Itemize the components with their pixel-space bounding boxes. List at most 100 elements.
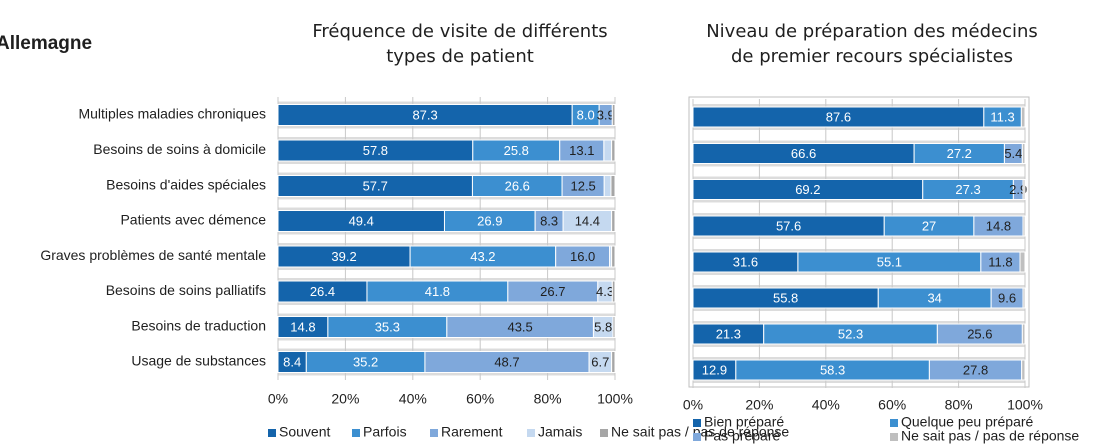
data-label: 13.1 <box>569 143 594 158</box>
data-label: 25.8 <box>504 143 529 158</box>
data-label: 49.4 <box>349 213 374 228</box>
legend-swatch <box>693 433 701 441</box>
data-label: 27 <box>922 218 936 233</box>
legend-swatch <box>600 429 608 437</box>
data-label: 43.2 <box>470 249 495 264</box>
data-label: 35.2 <box>353 354 378 369</box>
x-tick-label: 40% <box>812 397 840 413</box>
data-label: 11.3 <box>990 109 1014 124</box>
data-label: 8.3 <box>540 213 558 228</box>
data-label: 8.4 <box>283 354 301 369</box>
bar-segment <box>610 175 616 197</box>
data-label: 69.2 <box>795 182 820 197</box>
x-tick-label: 0% <box>268 391 288 407</box>
data-label: 14.4 <box>575 213 600 228</box>
x-tick-label: 0% <box>683 397 703 413</box>
data-label: 16.0 <box>570 249 595 264</box>
x-tick-label: 80% <box>534 391 562 407</box>
bar-segment <box>1020 106 1026 128</box>
data-label: 87.3 <box>412 107 437 122</box>
heading: Allemagne <box>0 33 92 54</box>
x-tick-label: 100% <box>1007 397 1043 413</box>
data-label: 87.6 <box>826 109 851 124</box>
bar-segment <box>611 210 616 232</box>
data-label: 14.8 <box>290 319 315 334</box>
bar-segment <box>1022 215 1026 237</box>
bar-segment <box>1021 143 1026 164</box>
legend-label: Quelque peu préparé <box>901 414 1034 430</box>
chart-title: Fréquence de visite de différents <box>312 21 607 42</box>
data-label: 26.6 <box>505 178 530 193</box>
data-label: 12.9 <box>702 362 727 377</box>
data-label: 5.4 <box>1004 146 1022 161</box>
bar-segment <box>1021 323 1026 345</box>
data-label: 31.6 <box>733 254 758 269</box>
category-label: Multiples maladies chroniques <box>78 106 266 122</box>
x-tick-label: 40% <box>399 391 427 407</box>
category-label: Usage de substances <box>131 353 266 369</box>
data-label: 58.3 <box>820 362 845 377</box>
data-label: 4.3 <box>596 284 614 299</box>
data-label: 57.8 <box>363 143 388 158</box>
data-label: 5.8 <box>594 319 612 334</box>
bar-segment <box>612 316 616 338</box>
chart-title: Niveau de préparation des médecins <box>706 21 1038 42</box>
data-label: 55.8 <box>773 290 798 305</box>
x-tick-label: 20% <box>745 397 773 413</box>
data-label: 35.3 <box>375 319 400 334</box>
bar-segment <box>1022 287 1026 309</box>
data-label: 39.2 <box>331 249 356 264</box>
category-label: Patients avec démence <box>120 212 266 228</box>
data-label: 55.1 <box>877 254 902 269</box>
bar-segment <box>611 139 616 162</box>
data-label: 41.8 <box>425 284 450 299</box>
chart-title: de premier recours spécialistes <box>731 46 1013 67</box>
data-label: 11.8 <box>988 254 1012 269</box>
x-tick-label: 60% <box>466 391 494 407</box>
data-label: 27.2 <box>947 146 972 161</box>
data-label: 12.5 <box>570 178 595 193</box>
legend-label: Bien préparé <box>704 414 784 430</box>
legend-label: Ne sait pas / pas de réponse <box>611 424 789 440</box>
legend-swatch <box>430 429 438 437</box>
data-label: 25.6 <box>967 326 992 341</box>
category-label: Graves problèmes de santé mentale <box>40 247 266 263</box>
data-label: 57.7 <box>363 178 388 193</box>
legend-swatch <box>890 433 898 441</box>
data-label: 8.0 <box>577 107 595 122</box>
x-tick-label: 80% <box>945 397 973 413</box>
x-tick-label: 60% <box>878 397 906 413</box>
data-label: 6.7 <box>591 354 609 369</box>
bar-segment <box>1021 359 1026 381</box>
legend-label: Souvent <box>279 424 330 440</box>
x-tick-label: 20% <box>331 391 359 407</box>
data-label: 26.4 <box>310 284 335 299</box>
bar-segment <box>603 175 612 197</box>
data-label: 9.6 <box>998 290 1016 305</box>
category-label: Besoins de soins palliatifs <box>106 282 266 298</box>
legend-swatch <box>693 419 701 427</box>
bar-segment <box>611 280 616 303</box>
data-label: 34 <box>927 290 941 305</box>
legend-swatch <box>352 429 360 437</box>
legend-label: Pas préparé <box>704 428 780 444</box>
data-label: 27.3 <box>955 182 980 197</box>
data-label: 21.3 <box>716 326 741 341</box>
data-label: 14.8 <box>986 218 1011 233</box>
legend-label: Parfois <box>363 424 407 440</box>
category-label: Besoins d'aides spéciales <box>106 177 266 193</box>
data-label: 27.8 <box>963 362 988 377</box>
data-label: 26.7 <box>540 284 565 299</box>
legend-label: Rarement <box>441 424 503 440</box>
x-tick-label: 100% <box>597 391 633 407</box>
data-label: 26.9 <box>477 213 502 228</box>
data-label: 57.6 <box>776 218 801 233</box>
data-label: 66.6 <box>791 146 816 161</box>
legend-label: Ne sait pas / pas de réponse <box>901 428 1079 444</box>
bar-segment <box>611 245 616 268</box>
category-label: Besoins de traduction <box>131 318 266 334</box>
bar-segment <box>1019 251 1026 273</box>
plot-frame <box>688 96 1030 388</box>
legend-swatch <box>527 429 535 437</box>
bar-segment <box>611 104 616 126</box>
